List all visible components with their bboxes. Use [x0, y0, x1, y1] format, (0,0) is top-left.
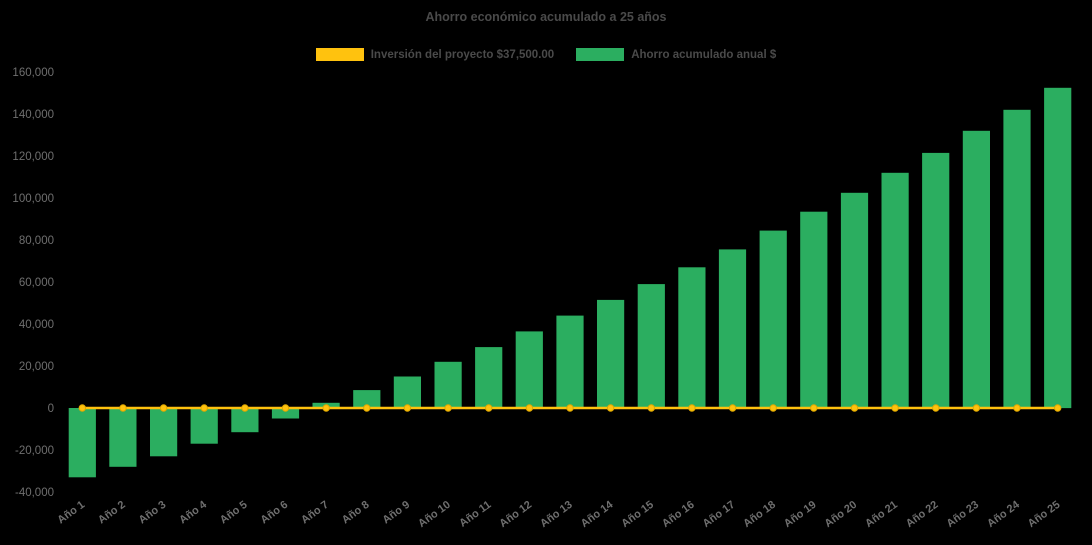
investment-line-marker [1013, 404, 1021, 412]
x-axis-tick-label: Año 6 [259, 499, 291, 527]
bar-año-5 [231, 408, 259, 433]
x-axis-tick-label: Año 19 [782, 499, 819, 530]
x-axis-tick-label: Año 15 [619, 499, 656, 530]
investment-line-marker [159, 404, 168, 412]
bar-año-24 [1003, 109, 1031, 409]
investment-line-marker [606, 404, 615, 412]
bar-año-22 [922, 152, 950, 408]
x-axis-tick-label: Año 20 [823, 499, 860, 530]
x-axis-tick-label: Año 1 [55, 499, 87, 527]
investment-line-marker [241, 404, 249, 412]
investment-line-marker [1054, 404, 1062, 412]
x-axis-tick-label: Año 21 [863, 499, 900, 530]
legend: Inversión del proyecto $37,500.00 Ahorro… [0, 48, 1092, 61]
y-axis-tick-label: 80,000 [19, 235, 54, 247]
bar-año-21 [881, 172, 909, 408]
y-axis-tick-label: 60,000 [19, 277, 54, 289]
investment-line-marker [78, 404, 87, 412]
x-axis-tick-label: Año 17 [701, 499, 738, 530]
x-axis-tick-label: Año 2 [96, 499, 128, 527]
investment-line-marker [200, 404, 208, 412]
bar-año-23 [962, 130, 990, 409]
investment-line-marker [363, 404, 371, 412]
y-axis-tick-label: 160,000 [12, 67, 54, 79]
investment-line-marker [891, 404, 899, 412]
bar-año-6 [271, 408, 300, 419]
bar-año-14 [597, 299, 625, 408]
investment-line-marker [525, 404, 534, 412]
investment-line-marker [932, 404, 940, 412]
bar-año-13 [556, 315, 584, 408]
bar-año-4 [190, 408, 218, 444]
x-axis-tick-label: Año 9 [380, 499, 412, 527]
y-axis-tick-label: 40,000 [19, 319, 54, 331]
investment-line-marker [647, 404, 655, 412]
legend-swatch-savings-icon [576, 48, 625, 61]
legend-label-savings: Ahorro acumulado anual $ [631, 48, 777, 61]
investment-line-marker [688, 404, 696, 412]
investment-line-marker [566, 404, 574, 412]
investment-line-marker [728, 404, 737, 412]
bar-año-11 [475, 347, 503, 408]
x-axis-tick-label: Año 18 [741, 499, 778, 530]
bar-año-3 [150, 408, 178, 457]
investment-line-marker [850, 404, 859, 412]
x-axis-tick-label: Año 16 [660, 499, 697, 530]
y-axis-tick-label: 20,000 [19, 361, 54, 373]
x-axis-tick-label: Año 25 [1026, 499, 1063, 530]
bar-año-9 [393, 376, 421, 408]
y-axis-tick-label: 0 [48, 403, 54, 415]
x-axis-tick-label: Año 24 [985, 498, 1022, 530]
x-axis-tick-label: Año 11 [457, 499, 493, 530]
bar-año-15 [637, 284, 665, 408]
bar-año-16 [678, 267, 706, 408]
x-axis-tick-label: Año 14 [579, 498, 616, 530]
bar-año-12 [515, 331, 543, 408]
x-axis-tick-label: Año 7 [299, 499, 331, 527]
investment-line-marker [403, 404, 412, 412]
bar-año-18 [759, 230, 787, 408]
bar-año-17 [718, 249, 747, 408]
x-axis-tick-label: Año 4 [177, 498, 209, 526]
x-axis-tick-label: Año 5 [218, 499, 250, 527]
y-axis-tick-label: 100,000 [12, 193, 54, 205]
investment-line-marker [972, 404, 981, 412]
legend-item-savings: Ahorro acumulado anual $ [576, 48, 776, 61]
x-axis-tick-label: Año 8 [340, 499, 372, 527]
bar-año-19 [800, 211, 828, 408]
legend-swatch-investment-icon [315, 48, 364, 61]
investment-line-marker [485, 404, 493, 412]
x-axis-tick-label: Año 23 [944, 499, 981, 530]
chart-title: Ahorro económico acumulado a 25 años [425, 10, 667, 24]
investment-line-marker [769, 404, 777, 412]
x-axis-tick-label: Año 10 [416, 499, 453, 530]
bar-año-8 [353, 390, 381, 408]
bar-año-2 [109, 408, 137, 467]
legend-item-investment: Inversión del proyecto $37,500.00 [315, 48, 555, 61]
x-axis-tick-label: Año 13 [538, 499, 575, 530]
x-axis-tick-label: Año 22 [904, 499, 941, 530]
bar-año-1 [68, 408, 96, 478]
investment-line-marker [444, 404, 452, 412]
x-axis-tick-label: Año 12 [497, 499, 534, 530]
investment-line-marker [322, 404, 330, 412]
bar-año-25 [1044, 87, 1072, 409]
legend-label-investment: Inversión del proyecto $37,500.00 [370, 48, 555, 61]
y-axis-tick-label: -40,000 [15, 487, 54, 499]
bar-año-10 [434, 361, 462, 408]
investment-line-marker [119, 404, 127, 412]
y-axis-tick-label: 120,000 [12, 151, 54, 163]
x-axis-tick-label: Año 3 [137, 499, 169, 527]
investment-line-marker [281, 404, 290, 412]
y-axis-tick-label: -20,000 [15, 445, 54, 457]
investment-line-marker [810, 404, 818, 412]
bar-año-20 [840, 192, 869, 409]
y-axis-tick-label: 140,000 [12, 109, 54, 121]
